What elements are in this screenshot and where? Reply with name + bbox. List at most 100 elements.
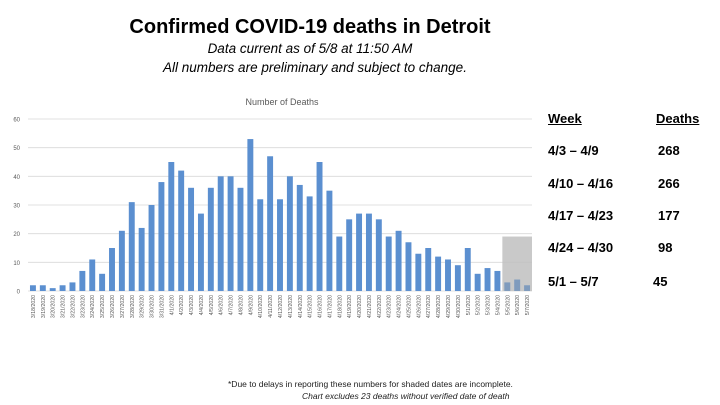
week-label: 4/3 – 4/9 <box>548 143 599 158</box>
bar-4/12/2020 <box>277 199 283 291</box>
x-tick-label: 4/13/2020 <box>288 295 294 318</box>
x-tick-label: 5/4/2020 <box>495 295 501 315</box>
x-tick-label: 4/30/2020 <box>456 295 462 318</box>
bar-4/14/2020 <box>296 184 303 291</box>
bar-5/1/2020 <box>464 248 471 291</box>
x-tick-label: 4/1/2020 <box>169 295 175 315</box>
x-tick-label: 3/20/2020 <box>51 295 57 318</box>
bar-5/6/2020 <box>514 279 521 291</box>
x-tick-label: 3/22/2020 <box>70 295 76 318</box>
bar-4/30/2020 <box>454 265 461 291</box>
x-tick-label: 3/29/2020 <box>140 295 146 318</box>
week-deaths: 45 <box>653 274 668 289</box>
x-tick-label: 4/21/2020 <box>367 295 373 318</box>
bar-3/31/2020 <box>158 182 165 291</box>
bars <box>29 139 531 291</box>
bar-3/20/2020 <box>49 288 56 291</box>
week-label: 4/10 – 4/16 <box>548 176 614 191</box>
y-axis-ticks: 0 10 20 30 40 50 60 <box>13 118 20 296</box>
bar-4/21/2020 <box>365 213 372 291</box>
bar-4/15/2020 <box>306 196 313 291</box>
bar-3/29/2020 <box>138 227 145 291</box>
x-tick-label: 5/2/2020 <box>476 295 482 315</box>
x-tick-label: 4/25/2020 <box>406 295 412 318</box>
bar-4/25/2020 <box>405 242 412 291</box>
x-tick-label: 4/11/2020 <box>268 295 274 318</box>
bar-4/9/2020 <box>247 139 254 291</box>
x-tick-label: 4/14/2020 <box>298 295 304 318</box>
x-tick-label: 3/21/2020 <box>61 295 67 318</box>
x-tick-label: 4/18/2020 <box>337 295 343 318</box>
bar-4/16/2020 <box>316 162 323 291</box>
table-header-deaths: Deaths <box>656 111 700 126</box>
x-tick-label: 3/25/2020 <box>100 295 106 318</box>
bar-4/8/2020 <box>237 187 244 291</box>
y-tick-label: 40 <box>13 175 20 181</box>
bar-5/4/2020 <box>494 270 501 291</box>
x-tick-label: 3/26/2020 <box>110 295 116 318</box>
bar-3/24/2020 <box>89 259 96 291</box>
bar-3/26/2020 <box>109 248 115 291</box>
week-label: 5/1 – 5/7 <box>548 274 599 289</box>
y-tick-label: 0 <box>17 290 21 296</box>
x-tick-label: 3/23/2020 <box>80 295 86 318</box>
x-tick-label: 4/4/2020 <box>199 295 205 315</box>
bar-4/26/2020 <box>415 253 422 291</box>
bar-4/20/2020 <box>356 213 363 291</box>
bar-3/25/2020 <box>99 273 106 291</box>
table-header-week: Week <box>548 111 582 126</box>
bar-5/7/2020 <box>524 285 531 291</box>
x-tick-label: 4/9/2020 <box>248 295 254 315</box>
bar-4/18/2020 <box>336 236 343 291</box>
x-tick-label: 4/16/2020 <box>318 295 324 318</box>
y-tick-label: 60 <box>13 118 20 124</box>
bar-3/22/2020 <box>69 282 76 291</box>
bar-4/23/2020 <box>385 236 392 291</box>
bar-4/24/2020 <box>395 230 402 291</box>
bar-4/6/2020 <box>217 176 224 291</box>
bar-4/11/2020 <box>267 156 274 291</box>
y-tick-label: 30 <box>13 204 20 210</box>
x-tick-label: 5/5/2020 <box>505 295 511 315</box>
x-tick-label: 3/27/2020 <box>120 295 126 318</box>
footnote-excluded: Chart excludes 23 deaths without verifie… <box>302 391 510 401</box>
x-tick-label: 4/10/2020 <box>258 295 264 318</box>
bar-3/19/2020 <box>39 285 46 291</box>
bar-4/2/2020 <box>178 170 185 291</box>
chart-title: Number of Deaths <box>245 97 319 107</box>
bar-4/4/2020 <box>197 213 204 291</box>
bar-5/2/2020 <box>474 273 481 291</box>
bar-5/3/2020 <box>484 268 491 291</box>
week-label: 4/24 – 4/30 <box>548 240 614 255</box>
x-tick-label: 5/1/2020 <box>466 295 472 315</box>
x-tick-label: 3/28/2020 <box>130 295 136 318</box>
x-tick-label: 4/12/2020 <box>278 295 284 318</box>
bar-4/13/2020 <box>286 176 293 291</box>
footnote-delays: *Due to delays in reporting these number… <box>228 379 513 389</box>
x-tick-label: 4/5/2020 <box>209 295 215 315</box>
bar-4/3/2020 <box>188 187 195 291</box>
x-tick-label: 3/18/2020 <box>31 295 37 318</box>
x-axis-ticks: 3/18/2020 3/19/2020 3/20/2020 3/21/2020 3/22… <box>31 295 531 318</box>
bar-4/19/2020 <box>346 219 353 291</box>
x-tick-label: 4/20/2020 <box>357 295 363 318</box>
x-tick-label: 4/6/2020 <box>219 295 225 315</box>
x-tick-label: 4/7/2020 <box>229 295 235 315</box>
y-tick-label: 20 <box>13 232 20 238</box>
bar-4/29/2020 <box>445 259 451 291</box>
bar-4/10/2020 <box>257 199 264 291</box>
bar-4/1/2020 <box>168 162 175 291</box>
x-tick-label: 4/2/2020 <box>179 295 185 315</box>
bar-chart: Number of Deaths 0 10 20 30 40 50 60 3/18/2020… <box>13 97 532 318</box>
preliminary-subtitle: All numbers are preliminary and subject … <box>163 60 467 75</box>
bar-4/27/2020 <box>425 248 432 291</box>
x-tick-label: 4/15/2020 <box>308 295 314 318</box>
bar-3/30/2020 <box>148 205 155 291</box>
bar-3/28/2020 <box>128 202 135 291</box>
x-tick-label: 4/22/2020 <box>377 295 383 318</box>
bar-4/7/2020 <box>227 176 234 291</box>
data-current-subtitle: Data current as of 5/8 at 11:50 AM <box>207 41 413 56</box>
bar-4/22/2020 <box>375 219 382 291</box>
week-deaths: 266 <box>658 176 680 191</box>
bar-4/5/2020 <box>207 187 214 291</box>
